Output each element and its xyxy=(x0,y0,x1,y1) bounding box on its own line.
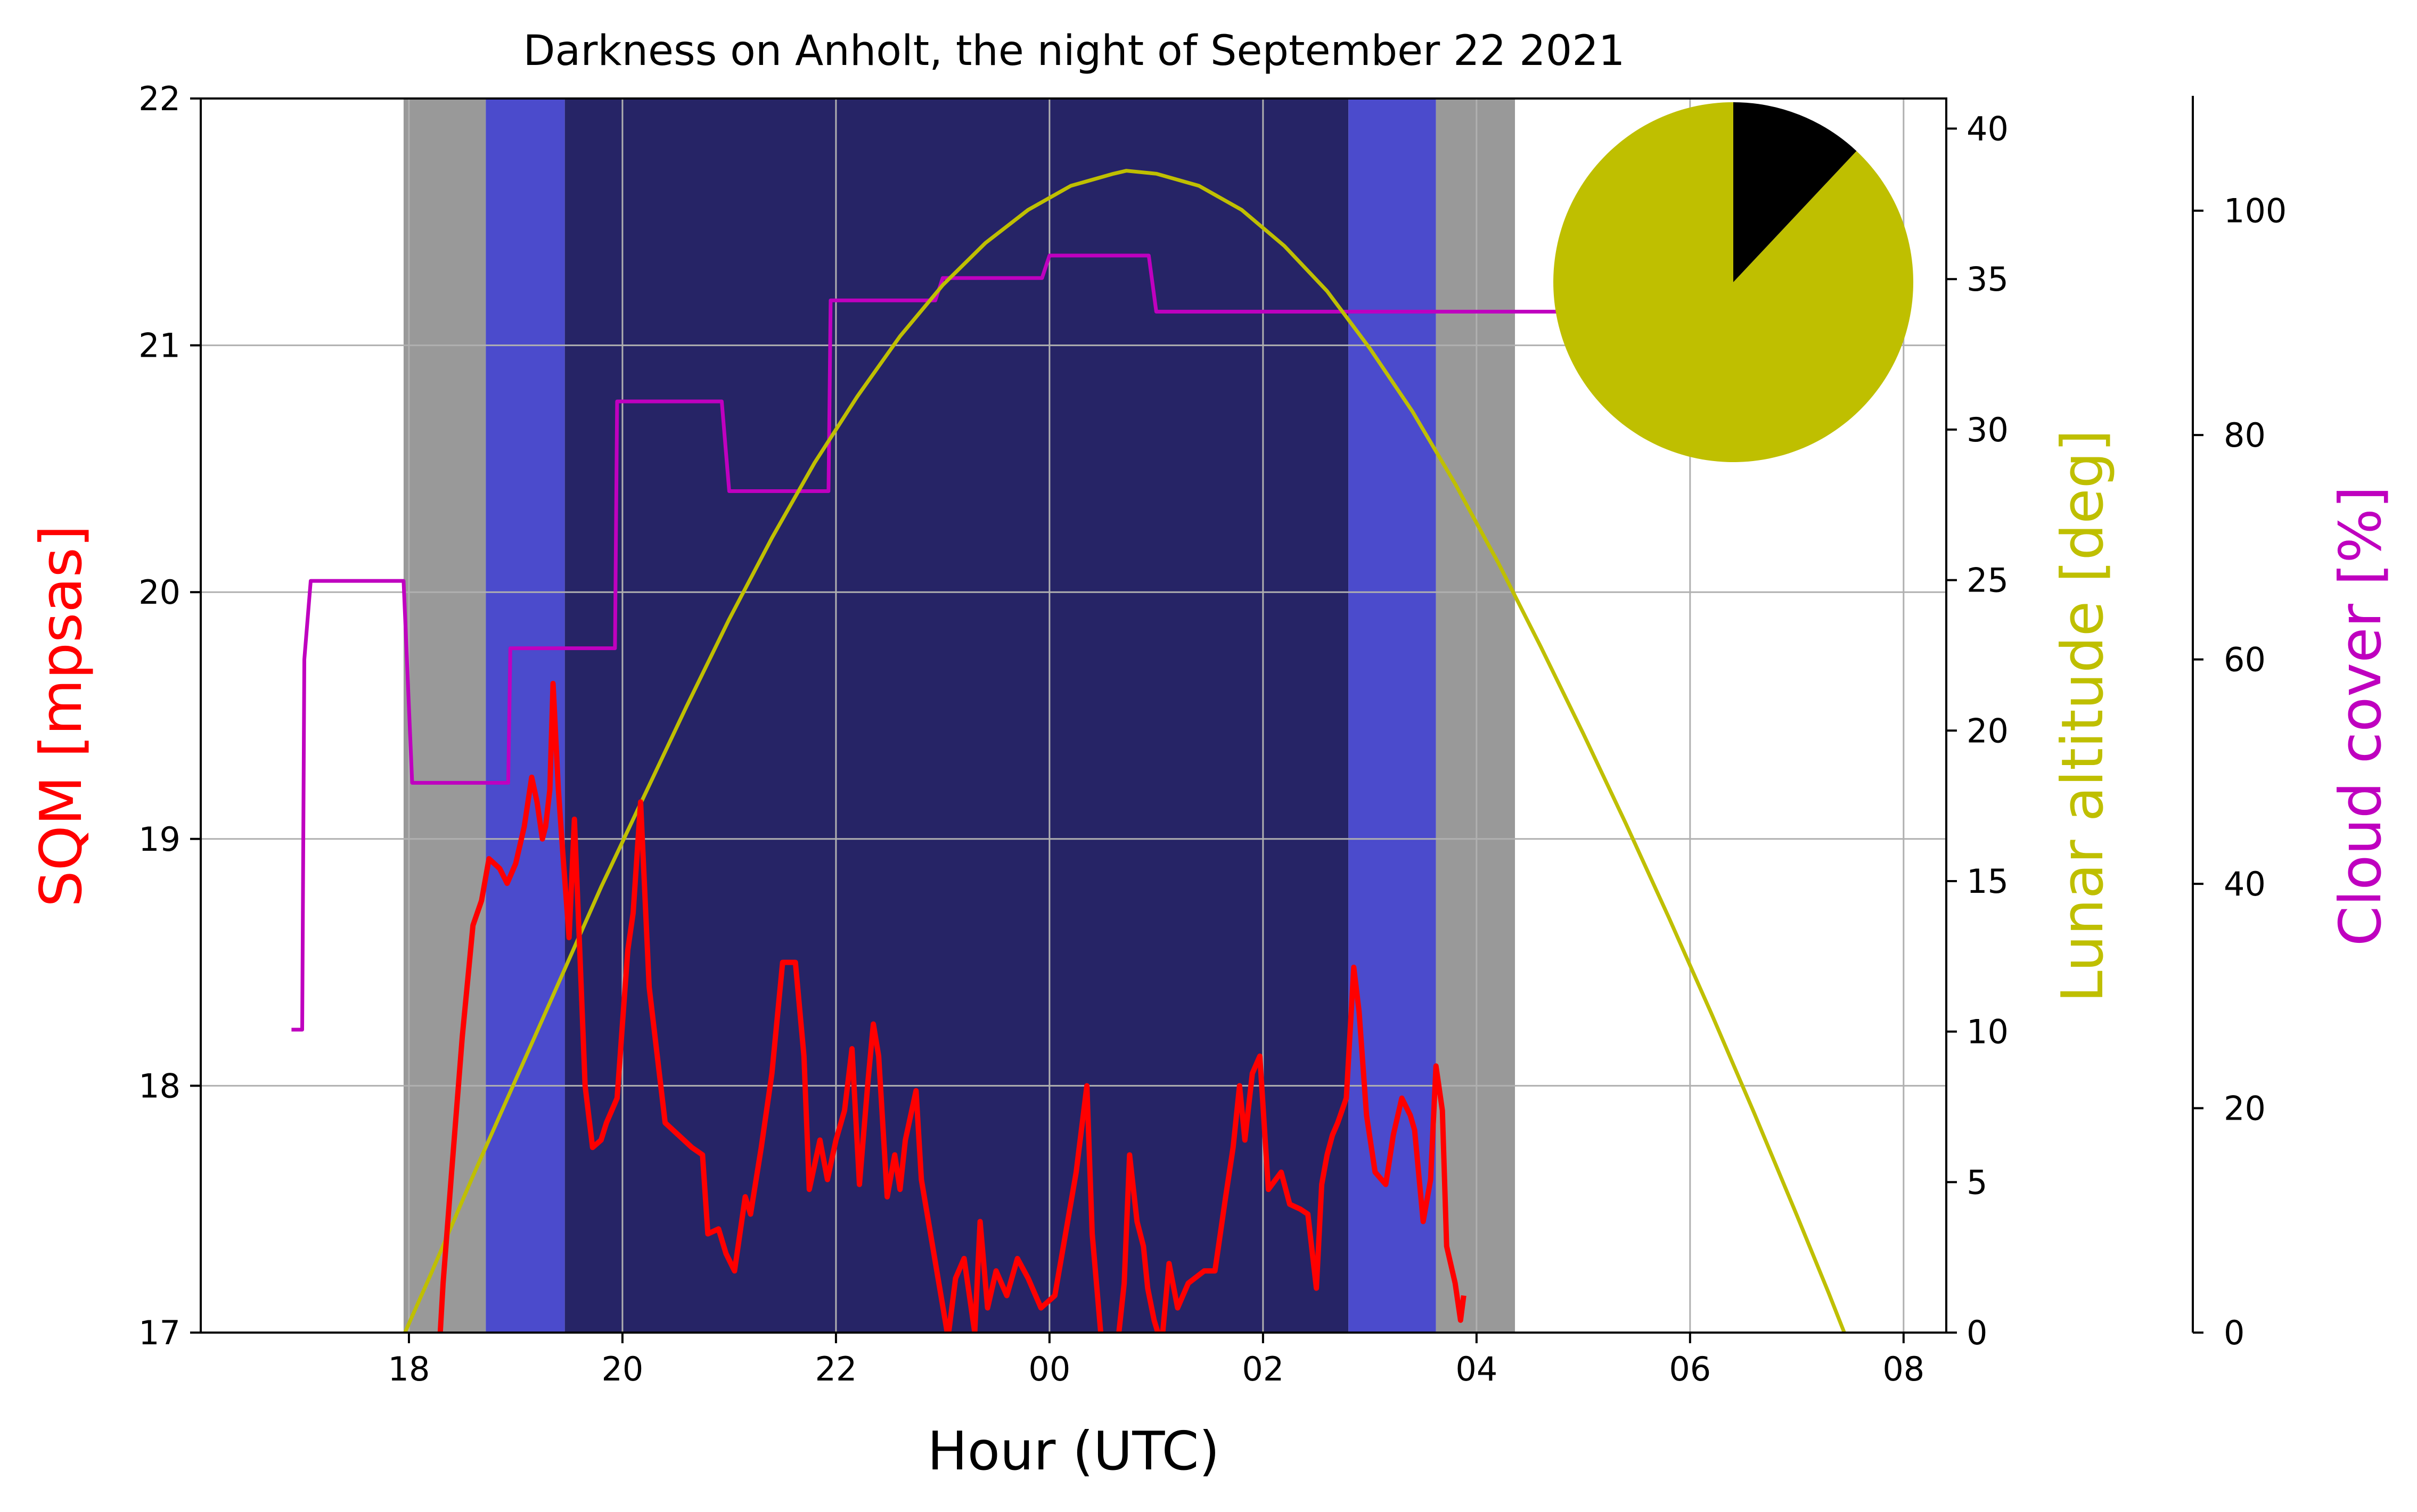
cloud-tick-label: 40 xyxy=(2224,865,2266,903)
cloud-tick-label: 60 xyxy=(2224,640,2266,679)
sqm-tick-label: 18 xyxy=(138,1066,181,1105)
lunar-axis-label: Lunar altitude [deg] xyxy=(2050,430,2116,1003)
twilight-band-3 xyxy=(1348,98,1436,1333)
cloud-axis-label: Cloud cover [%] xyxy=(2328,486,2394,946)
sqm-tick-label: 21 xyxy=(138,326,181,365)
sqm-axis: 17 18 19 20 21 22 xyxy=(138,79,201,1352)
x-tick-label: 02 xyxy=(1242,1350,1284,1388)
sqm-tick-label: 19 xyxy=(138,820,181,859)
lunar-tick-label: 10 xyxy=(1967,1013,2009,1051)
sqm-tick-label: 20 xyxy=(138,573,181,612)
cloud-tick-label: 20 xyxy=(2224,1089,2266,1128)
cloud-axis: 0 20 40 60 80 100 xyxy=(2192,96,2287,1352)
twilight-bands xyxy=(403,98,1515,1333)
cloud-tick-label: 0 xyxy=(2224,1313,2244,1352)
cloud-tick-label: 100 xyxy=(2224,192,2287,231)
pie-slice-1 xyxy=(1733,102,1857,282)
x-tick-label: 06 xyxy=(1669,1350,1711,1388)
lunar-series-line xyxy=(403,169,1847,1333)
lunar-axis: 0 5 10 15 20 25 30 35 40 xyxy=(1946,110,2009,1352)
x-tick-label: 04 xyxy=(1455,1350,1497,1388)
sqm-tick-label: 22 xyxy=(138,79,181,118)
sqm-tick-label: 17 xyxy=(138,1313,181,1352)
x-axis-label: Hour (UTC) xyxy=(928,1420,1220,1482)
twilight-band-0 xyxy=(403,98,486,1333)
lunar-tick-label: 30 xyxy=(1967,410,2009,449)
x-tick-label: 08 xyxy=(1882,1350,1924,1388)
twilight-band-2 xyxy=(564,98,1349,1333)
series-layer xyxy=(291,169,1847,1333)
lunar-tick-label: 35 xyxy=(1967,260,2009,299)
lunar-tick-label: 20 xyxy=(1967,711,2009,750)
x-tick-label: 18 xyxy=(388,1350,430,1388)
x-tick-label: 22 xyxy=(815,1350,857,1388)
x-tick-label: 00 xyxy=(1028,1350,1070,1388)
pie-slice-0 xyxy=(1553,102,1914,463)
lunar-tick-label: 25 xyxy=(1967,561,2009,600)
chart-title: Darkness on Anholt, the night of Septemb… xyxy=(523,27,1625,75)
plot-frame xyxy=(200,97,1947,1334)
cloud-tick-label: 80 xyxy=(2224,416,2266,455)
pie-chart xyxy=(1553,102,1914,463)
sqm-series-line xyxy=(437,680,1466,1333)
lunar-tick-label: 40 xyxy=(1967,110,2009,149)
twilight-band-4 xyxy=(1436,98,1515,1333)
lunar-tick-label: 0 xyxy=(1967,1313,1987,1352)
lunar-tick-label: 15 xyxy=(1967,862,2009,901)
lunar-tick-label: 5 xyxy=(1967,1163,1987,1202)
x-tick-label: 20 xyxy=(601,1350,643,1388)
sqm-axis-label: SQM [mpsas] xyxy=(28,525,95,907)
cloud-series-line xyxy=(291,253,1578,1032)
x-axis: 18 20 22 00 02 04 06 08 xyxy=(388,1333,1924,1388)
